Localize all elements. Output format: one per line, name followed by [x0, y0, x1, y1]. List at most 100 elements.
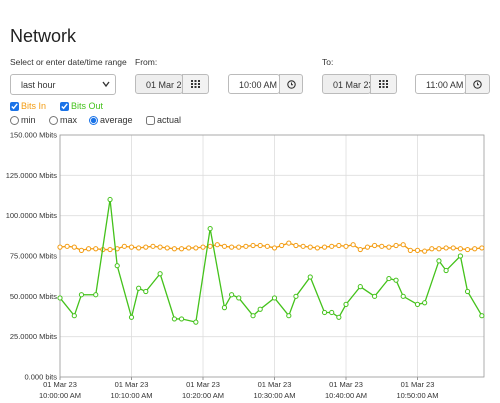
- y-tick-label: 50.0000 Mbits: [10, 292, 57, 301]
- point: [386, 244, 392, 250]
- point: [178, 246, 185, 252]
- point: [343, 243, 349, 249]
- point: [286, 240, 292, 246]
- option[interactable]: max: [49, 115, 77, 125]
- select-arrow: [102, 81, 110, 88]
- point: [450, 245, 456, 251]
- point: [407, 247, 413, 253]
- point: [128, 244, 135, 250]
- point: [400, 242, 406, 248]
- point: [336, 314, 342, 320]
- x-tick-label: 01 Mar 23 10:10:00 AM: [110, 380, 152, 400]
- checkbox[interactable]: [10, 101, 19, 111]
- point: [221, 243, 228, 249]
- point: [271, 295, 278, 301]
- from-date[interactable]: 01 Mar 23: [135, 74, 183, 94]
- point: [379, 243, 385, 249]
- point: [71, 244, 77, 250]
- checkbox[interactable]: [146, 115, 155, 125]
- x-tick-label-line: 01 Mar 23: [329, 380, 363, 389]
- point: [386, 275, 392, 282]
- point: [229, 292, 235, 298]
- point: [293, 293, 299, 299]
- range-select[interactable]: last hour: [10, 74, 116, 95]
- point: [279, 242, 285, 249]
- point: [457, 246, 464, 252]
- y-tick-label: 100.0000 Mbits: [6, 211, 58, 220]
- point: [393, 277, 399, 283]
- point: [357, 284, 363, 290]
- x-tick-label-line: 01 Mar 23: [401, 380, 435, 389]
- x-tick-label-line: 01 Mar 23: [186, 380, 220, 389]
- point: [107, 246, 113, 253]
- point: [443, 267, 449, 274]
- y-tick-label: 75.0000 Mbits: [10, 252, 57, 261]
- point: [186, 245, 192, 251]
- range-label: Select or enter date/time range: [10, 57, 127, 67]
- point: [257, 306, 263, 312]
- option-label: min: [21, 115, 36, 125]
- checkbox[interactable]: [60, 101, 69, 111]
- point: [357, 246, 363, 253]
- option[interactable]: Bits Out: [60, 101, 103, 111]
- clock-button[interactable]: [465, 74, 490, 94]
- x-tick-label-line: 10:10:00 AM: [110, 391, 152, 400]
- point: [479, 245, 485, 251]
- from-time[interactable]: 10:00 AM: [228, 74, 280, 94]
- from-label: From:: [135, 57, 158, 67]
- option[interactable]: average: [89, 115, 133, 125]
- option-label: max: [60, 115, 78, 125]
- point: [64, 243, 70, 249]
- point: [457, 253, 464, 259]
- point: [86, 246, 92, 252]
- plot-frame: [59, 134, 485, 378]
- point: [422, 248, 428, 254]
- y-tick-label: 25.0000 Mbits: [10, 332, 57, 341]
- point: [364, 244, 371, 250]
- radio[interactable]: [89, 115, 98, 125]
- x-tick-label-line: 01 Mar 23: [43, 380, 77, 389]
- point: [128, 314, 135, 320]
- point: [71, 313, 77, 319]
- x-tick-label: 01 Mar 23 10:20:00 AM: [182, 380, 224, 400]
- option-label: average: [100, 115, 133, 125]
- point: [436, 258, 442, 264]
- y-tick-label: 0.000 bits: [24, 373, 57, 382]
- point: [343, 301, 349, 307]
- point: [78, 292, 85, 298]
- option[interactable]: min: [10, 115, 36, 125]
- point: [329, 309, 335, 316]
- radio[interactable]: [10, 115, 19, 125]
- point: [57, 244, 63, 250]
- point: [157, 244, 163, 250]
- option[interactable]: actual: [146, 115, 181, 125]
- point: [207, 243, 213, 249]
- y-tick-label: 125.0000 Mbits: [6, 171, 58, 180]
- point: [171, 246, 178, 252]
- point: [429, 246, 435, 252]
- x-tick-label: 01 Mar 23 10:30:00 AM: [253, 380, 295, 400]
- clock-icon: [473, 79, 482, 89]
- point: [136, 285, 142, 291]
- calendar-button[interactable]: [182, 74, 209, 94]
- point: [143, 288, 149, 295]
- clock-button[interactable]: [279, 74, 303, 94]
- point: [121, 243, 127, 249]
- point: [93, 292, 99, 298]
- option[interactable]: Bits In: [10, 101, 46, 111]
- point: [164, 245, 170, 251]
- point: [57, 295, 63, 301]
- radio[interactable]: [49, 115, 58, 125]
- calendar-icon: [191, 80, 200, 88]
- point: [171, 316, 178, 322]
- x-tick-label-line: 10:30:00 AM: [253, 391, 295, 400]
- point: [393, 242, 399, 249]
- point: [143, 244, 149, 250]
- option-label: Bits In: [21, 101, 47, 111]
- point: [372, 293, 378, 299]
- point: [236, 244, 242, 250]
- point: [422, 300, 428, 306]
- point: [314, 245, 321, 251]
- x-tick-label-line: 01 Mar 23: [115, 380, 149, 389]
- calendar-button[interactable]: [370, 74, 397, 94]
